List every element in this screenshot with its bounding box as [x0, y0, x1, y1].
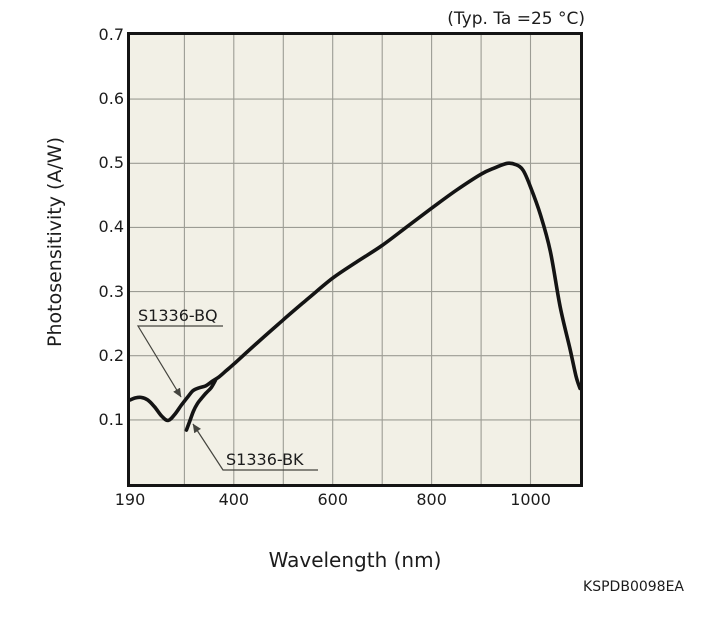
x-tick-label: 1000 [510, 490, 551, 509]
condition-note: (Typ. Ta =25 °C) [447, 9, 585, 29]
x-axis-title: Wavelength (nm) [268, 548, 442, 572]
x-tick-label: 400 [218, 490, 250, 509]
curve-label-s1336-bk: S1336-BK [226, 450, 304, 469]
y-tick-label: 0.6 [98, 89, 124, 109]
y-tick-label: 0.4 [98, 217, 124, 237]
y-tick-label: 0.3 [98, 281, 124, 301]
y-tick-label: 0.5 [98, 153, 124, 173]
y-tick-label: 0.1 [98, 409, 124, 429]
y-tick-label: 0.2 [98, 345, 124, 365]
chart-canvas [130, 35, 580, 484]
x-tick-label: 190 [114, 490, 146, 509]
x-tick-label: 600 [317, 490, 348, 509]
x-tick-label: 800 [416, 490, 447, 509]
curve-label-s1336-bq: S1336-BQ [138, 306, 218, 325]
document-code: KSPDB0098EA [583, 579, 684, 595]
y-tick-label: 0.7 [98, 25, 124, 44]
plot-area: S1336-BQ S1336-BK [127, 32, 583, 487]
